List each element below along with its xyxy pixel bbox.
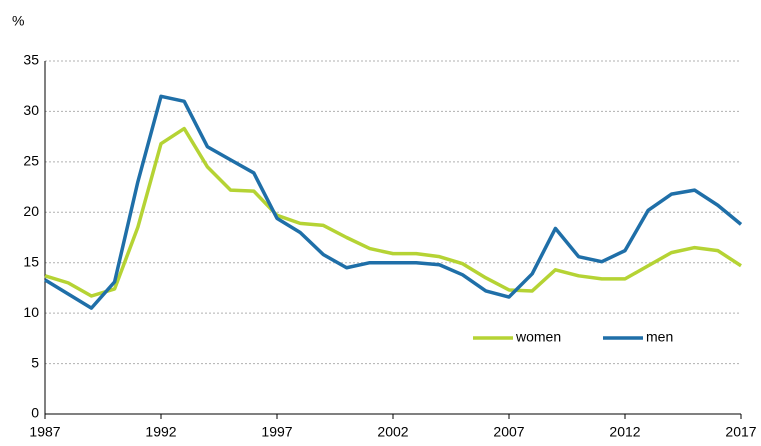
y-tick-label: 35 <box>23 52 39 68</box>
legend-label: women <box>515 329 561 345</box>
y-tick-label: 20 <box>23 203 39 219</box>
x-tick-label: 2017 <box>725 424 756 440</box>
series-line <box>44 126 742 298</box>
series-line <box>44 94 743 310</box>
legend-label: men <box>646 329 673 345</box>
x-tick-label: 1987 <box>29 424 60 440</box>
y-tick-label: 10 <box>23 304 39 320</box>
y-tick-label: 30 <box>23 102 39 118</box>
x-tick-label: 2002 <box>377 424 408 440</box>
y-tick-label: 15 <box>23 253 39 269</box>
x-tick-label: 1992 <box>145 424 176 440</box>
x-tick-label: 2012 <box>609 424 640 440</box>
x-tick-label: 1997 <box>261 424 292 440</box>
y-tick-label: 5 <box>31 354 39 370</box>
y-tick-label: 25 <box>23 153 39 169</box>
y-axis-label: % <box>12 13 24 29</box>
y-tick-label: 0 <box>31 405 39 421</box>
x-tick-label: 2007 <box>493 424 524 440</box>
